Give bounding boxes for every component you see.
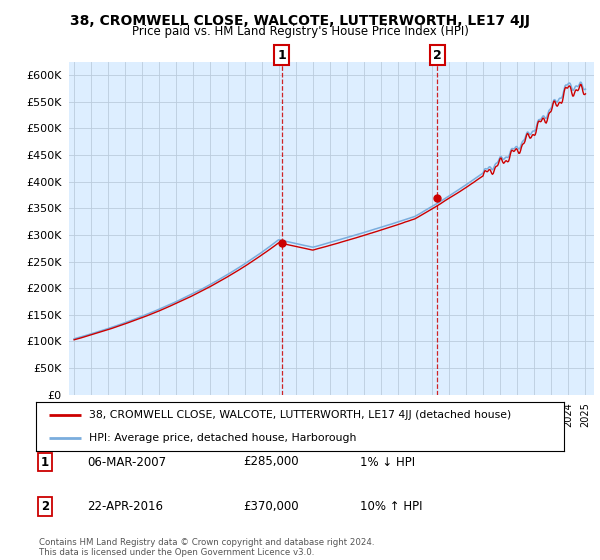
Text: 38, CROMWELL CLOSE, WALCOTE, LUTTERWORTH, LE17 4JJ (detached house): 38, CROMWELL CLOSE, WALCOTE, LUTTERWORTH… (89, 410, 511, 421)
Text: 38, CROMWELL CLOSE, WALCOTE, LUTTERWORTH, LE17 4JJ: 38, CROMWELL CLOSE, WALCOTE, LUTTERWORTH… (70, 14, 530, 28)
Text: 1: 1 (277, 49, 286, 62)
Text: Contains HM Land Registry data © Crown copyright and database right 2024.
This d: Contains HM Land Registry data © Crown c… (39, 538, 374, 557)
Text: Price paid vs. HM Land Registry's House Price Index (HPI): Price paid vs. HM Land Registry's House … (131, 25, 469, 38)
Text: £285,000: £285,000 (243, 455, 299, 469)
Text: HPI: Average price, detached house, Harborough: HPI: Average price, detached house, Harb… (89, 433, 356, 444)
Text: 1% ↓ HPI: 1% ↓ HPI (360, 455, 415, 469)
Text: 2: 2 (433, 49, 442, 62)
Text: £370,000: £370,000 (243, 500, 299, 514)
Text: 1: 1 (41, 455, 49, 469)
Text: 2: 2 (41, 500, 49, 514)
Text: 22-APR-2016: 22-APR-2016 (87, 500, 163, 514)
Text: 06-MAR-2007: 06-MAR-2007 (87, 455, 166, 469)
Text: 10% ↑ HPI: 10% ↑ HPI (360, 500, 422, 514)
